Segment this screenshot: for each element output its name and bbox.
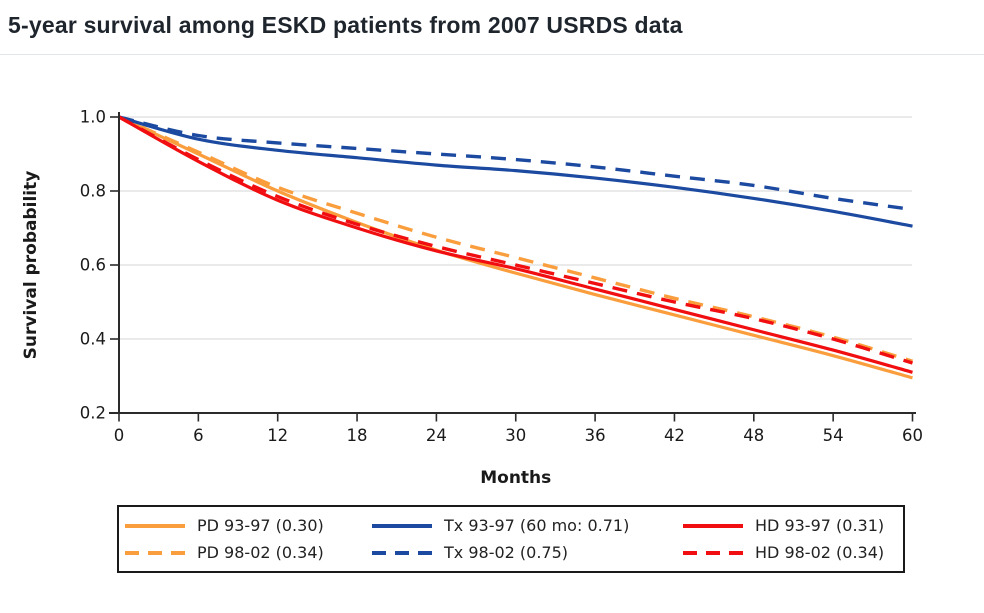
legend-label: PD 93-97 (0.30): [197, 515, 324, 535]
legend-item-hd-98-02: HD 98-02 (0.34): [683, 541, 903, 564]
x-tick-label-6: 6: [193, 426, 204, 445]
legend-solid-line-swatch: [683, 523, 743, 528]
legend-solid-line-swatch: [125, 523, 185, 528]
x-tick-label-0: 0: [114, 426, 125, 445]
legend-dashed-line-swatch: [125, 550, 185, 555]
chart-legend: PD 93-97 (0.30) Tx 93-97 (60 mo: 0.71) HD …: [117, 505, 905, 573]
legend-dashed-line-swatch: [683, 550, 743, 555]
legend-label: Tx 98-02 (0.75): [444, 542, 569, 562]
legend-label: PD 98-02 (0.34): [197, 542, 324, 562]
curve-tx-98-02: [118, 115, 913, 212]
x-tick-label-12: 12: [267, 426, 288, 445]
legend-item-hd-93-97: HD 93-97 (0.31): [683, 514, 903, 537]
legend-dashed-line-swatch: [372, 550, 432, 555]
curve-tx-93-97: [118, 115, 913, 228]
y-tick-label-1.0: 1.0: [80, 108, 106, 127]
curve-hd-93-97: [118, 115, 913, 374]
survival-chart-svg: 1.0 0.8 0.6 0.4 0.2 0 6 12 18 24 30 36 42 48 54 60 Month…: [21, 108, 923, 489]
y-axis-title: Survival probability: [21, 171, 41, 360]
x-tick-label-24: 24: [426, 426, 447, 445]
legend-item-tx-98-02: Tx 98-02 (0.75): [372, 541, 683, 564]
legend-item-tx-93-97: Tx 93-97 (60 mo: 0.71): [372, 514, 683, 537]
x-tick-label-42: 42: [664, 426, 685, 445]
legend-label: HD 98-02 (0.34): [755, 542, 885, 562]
curve-pd-93-97: [118, 115, 913, 380]
title-bar: 5-year survival among ESKD patients from…: [0, 0, 984, 55]
y-tick-label-0.8: 0.8: [80, 182, 106, 201]
curve-pd-98-02: [118, 115, 913, 363]
y-tick-label-0.4: 0.4: [80, 330, 106, 349]
x-tick-label-36: 36: [585, 426, 606, 445]
x-axis-title: Months: [480, 468, 551, 488]
legend-item-pd-98-02: PD 98-02 (0.34): [125, 541, 372, 564]
x-tick-label-54: 54: [823, 426, 844, 445]
legend-solid-line-swatch: [372, 523, 432, 528]
x-tick-label-48: 48: [743, 426, 764, 445]
legend-label: Tx 93-97 (60 mo: 0.71): [444, 515, 630, 535]
curve-hd-98-02: [118, 115, 913, 365]
page-title: 5-year survival among ESKD patients from…: [8, 12, 683, 38]
legend-item-pd-93-97: PD 93-97 (0.30): [125, 514, 372, 537]
x-tick-label-60: 60: [902, 426, 923, 445]
x-tick-label-18: 18: [347, 426, 368, 445]
y-tick-label-0.6: 0.6: [80, 256, 106, 275]
y-tick-label-0.2: 0.2: [80, 404, 106, 423]
legend-label: HD 93-97 (0.31): [755, 515, 885, 535]
x-tick-label-30: 30: [505, 426, 526, 445]
